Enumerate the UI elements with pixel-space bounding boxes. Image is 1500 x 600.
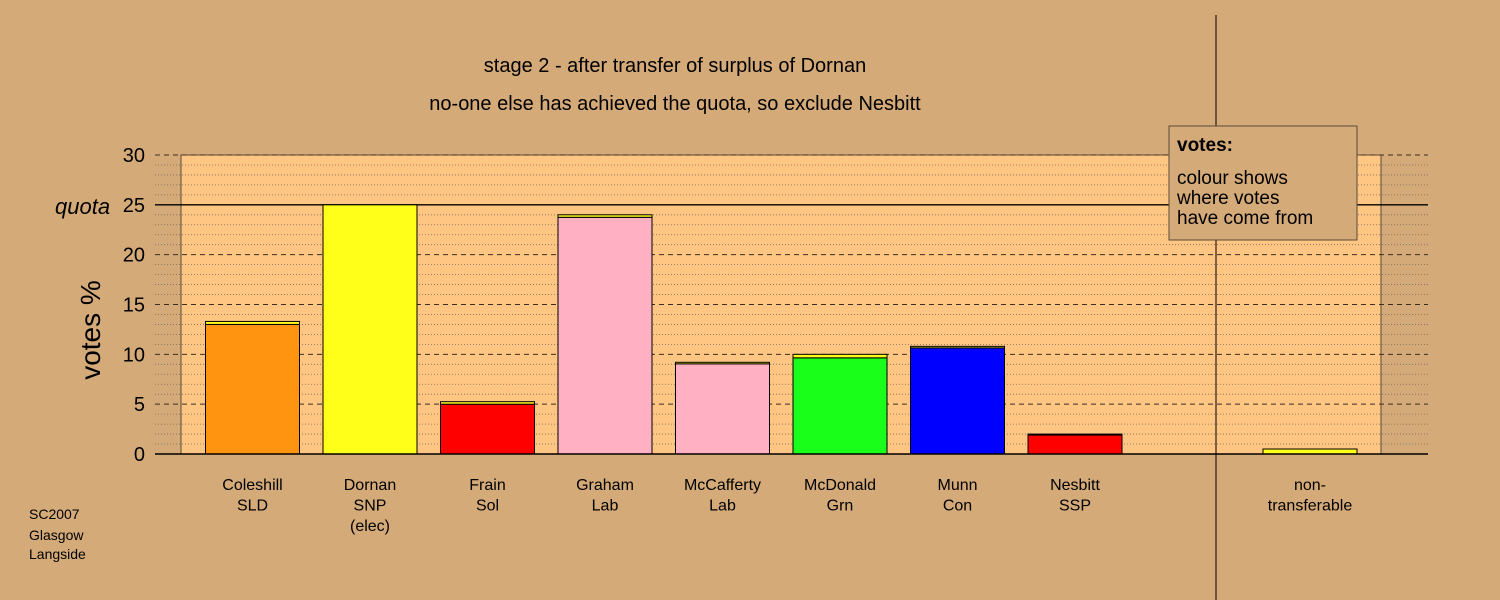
chart-title: stage 2 - after transfer of surplus of D… — [484, 55, 866, 77]
legend-line-1: colour shows — [1177, 168, 1288, 189]
bar-segment — [440, 403, 535, 455]
bar-segment — [675, 363, 770, 455]
y-axis-label: votes % — [75, 280, 106, 380]
legend-box — [1168, 125, 1358, 241]
bar-segment — [1027, 434, 1123, 455]
legend: votes: colour shows where votes have com… — [1168, 125, 1358, 241]
y-tick-label: 20 — [123, 245, 145, 267]
bar-segment — [322, 204, 418, 455]
legend-title: votes: — [1177, 135, 1233, 156]
y-tick-label: 5 — [134, 394, 145, 416]
quota-label: quota — [55, 194, 110, 219]
category-label: SSP — [1059, 498, 1091, 515]
bar-segment — [675, 361, 770, 365]
category-label: Coleshill — [222, 477, 282, 494]
bar-segment — [557, 214, 653, 218]
category-label: Frain — [469, 477, 505, 494]
legend-line-2: where votes — [1176, 188, 1279, 209]
category-label: Graham — [576, 477, 634, 494]
category-label: Dornan — [344, 477, 396, 494]
bar-segment — [557, 216, 653, 455]
category-label: McDonald — [804, 477, 876, 494]
y-tick-label: 15 — [123, 295, 145, 317]
bar-segment — [792, 353, 888, 359]
category-label: Lab — [709, 498, 736, 515]
chart-subtitle: no-one else has achieved the quota, so e… — [429, 93, 921, 115]
category-label: Sol — [476, 498, 499, 515]
bar-segment — [910, 347, 1005, 455]
category-label: SNP — [354, 498, 387, 515]
footnote-line-3: Langside — [29, 546, 86, 562]
y-tick-label: 0 — [134, 444, 145, 466]
category-label: Lab — [592, 498, 619, 515]
category-label: Grn — [827, 498, 854, 515]
bar-segment — [205, 320, 300, 325]
bar-segment — [440, 401, 535, 405]
bar-segment — [1262, 448, 1358, 455]
category-label: Con — [943, 498, 972, 515]
category-label: SLD — [237, 498, 268, 515]
legend-line-3: have come from — [1177, 208, 1313, 229]
category-label: (elec) — [350, 518, 390, 535]
bar-segment — [205, 323, 300, 455]
y-tick-label: 25 — [123, 195, 145, 217]
category-label: non- — [1294, 477, 1326, 494]
footnote-line-2: Glasgow — [29, 527, 84, 543]
bar-segment — [910, 345, 1005, 349]
category-label: McCafferty — [684, 477, 761, 494]
footnote-line-1: SC2007 — [29, 506, 80, 522]
bar-segment — [1027, 433, 1123, 436]
y-tick-label: 10 — [123, 344, 145, 366]
category-label: Nesbitt — [1050, 477, 1100, 494]
bar-segment — [792, 357, 888, 455]
y-tick-label: 30 — [123, 145, 145, 167]
category-label: Munn — [937, 477, 977, 494]
category-label: transferable — [1268, 498, 1353, 515]
